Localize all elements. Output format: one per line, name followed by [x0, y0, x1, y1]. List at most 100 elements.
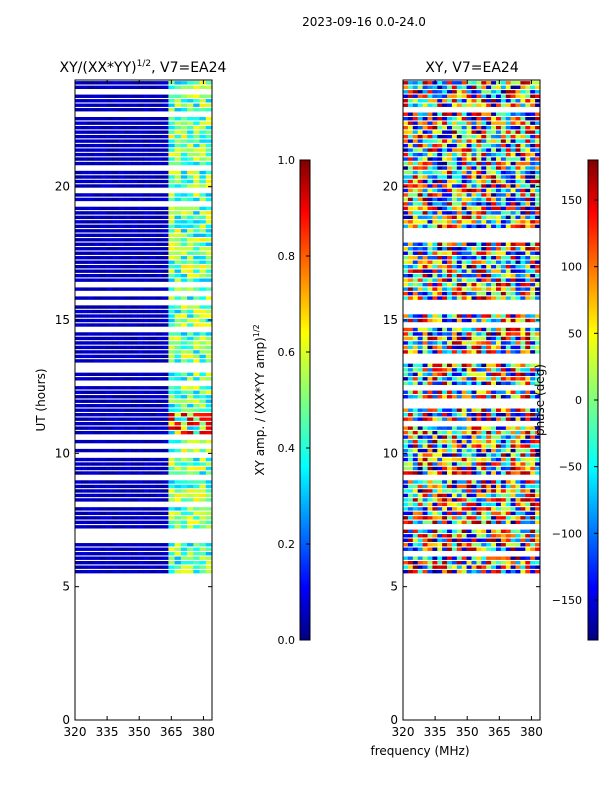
- heatmap-cell: [486, 287, 492, 291]
- heatmap-cell: [106, 170, 113, 175]
- heatmap-cell: [149, 233, 157, 238]
- heatmap-cell: [162, 516, 169, 520]
- heatmap-cell: [124, 448, 132, 453]
- heatmap-cell: [93, 399, 101, 403]
- heatmap-cell: [530, 247, 536, 251]
- heatmap-cell: [525, 435, 531, 439]
- heatmap-cell: [422, 152, 428, 157]
- heatmap-cell: [437, 457, 443, 462]
- heatmap-cell: [520, 534, 526, 538]
- heatmap-cell: [131, 565, 138, 569]
- heatmap-cell: [456, 260, 462, 264]
- heatmap-cell: [447, 125, 453, 130]
- heatmap-cell: [106, 404, 113, 408]
- heatmap-cell: [476, 265, 482, 269]
- heatmap-cell: [93, 278, 101, 282]
- heatmap-cell: [447, 166, 453, 170]
- heatmap-cell: [403, 103, 409, 107]
- heatmap-cell: [118, 457, 126, 462]
- heatmap-cell: [143, 161, 150, 166]
- heatmap-cell: [500, 547, 507, 551]
- amplitude-plot-frame: [74, 79, 213, 721]
- heatmap-cell: [180, 372, 188, 377]
- heatmap-cell: [442, 220, 448, 224]
- heatmap-cell: [407, 170, 414, 175]
- heatmap-cell: [451, 112, 458, 116]
- heatmap-cell: [471, 430, 477, 435]
- heatmap-cell: [193, 408, 200, 412]
- heatmap-cell: [407, 215, 414, 220]
- heatmap-cell: [118, 215, 126, 220]
- heatmap-cell: [149, 386, 157, 390]
- heatmap-cell: [149, 520, 157, 525]
- heatmap-cell: [471, 161, 477, 166]
- heatmap-cell: [505, 516, 511, 520]
- heatmap-cell: [75, 565, 82, 569]
- heatmap-cell: [427, 345, 433, 350]
- heatmap-cell: [510, 161, 516, 166]
- heatmap-cell: [137, 489, 144, 493]
- heatmap-cell: [500, 161, 507, 166]
- heatmap-cell: [87, 108, 94, 112]
- heatmap-cell: [486, 125, 492, 130]
- heatmap-cell: [530, 287, 536, 291]
- heatmap-cell: [99, 525, 107, 529]
- heatmap-cell: [99, 372, 107, 377]
- heatmap-cell: [466, 444, 472, 448]
- heatmap-cell: [471, 314, 477, 318]
- heatmap-cell: [106, 278, 113, 282]
- heatmap-cell: [180, 184, 188, 188]
- heatmap-cell: [525, 314, 531, 318]
- heatmap-cell: [447, 318, 453, 323]
- heatmap-cell: [412, 139, 418, 143]
- heatmap-cell: [131, 341, 138, 345]
- heatmap-cell: [486, 81, 492, 85]
- heatmap-cell: [87, 561, 94, 565]
- heatmap-cell: [168, 152, 175, 157]
- heatmap-cell: [112, 552, 119, 556]
- heatmap-cell: [466, 417, 472, 421]
- heatmap-cell: [199, 220, 206, 224]
- heatmap-cell: [99, 238, 107, 242]
- heatmap-cell: [193, 386, 200, 390]
- heatmap-cell: [124, 233, 132, 238]
- heatmap-cell: [199, 184, 206, 188]
- heatmap-cell: [118, 345, 126, 350]
- heatmap-cell: [491, 489, 497, 493]
- heatmap-cell: [525, 363, 531, 368]
- heatmap-cell: [432, 157, 438, 161]
- heatmap-cell: [427, 103, 433, 107]
- heatmap-cell: [525, 520, 531, 525]
- heatmap-cell: [205, 462, 213, 466]
- heatmap-cell: [461, 350, 467, 354]
- heatmap-cell: [491, 256, 497, 260]
- heatmap-cell: [437, 502, 443, 507]
- heatmap-cell: [466, 175, 472, 179]
- heatmap-cell: [407, 242, 414, 246]
- heatmap-cell: [535, 211, 541, 215]
- heatmap-cell: [451, 502, 458, 507]
- heatmap-cell: [530, 139, 536, 143]
- heatmap-cell: [180, 314, 188, 318]
- heatmap-cell: [124, 238, 132, 242]
- heatmap-cell: [81, 565, 88, 569]
- heatmap-cell: [412, 507, 418, 511]
- heatmap-cell: [87, 314, 94, 318]
- heatmap-cell: [199, 457, 206, 462]
- heatmap-cell: [442, 130, 448, 134]
- heatmap-cell: [505, 439, 511, 444]
- heatmap-cell: [481, 457, 487, 462]
- heatmap-cell: [535, 327, 541, 332]
- heatmap-cell: [75, 197, 82, 202]
- heatmap-cell: [149, 336, 157, 341]
- heatmap-cell: [422, 134, 428, 139]
- heatmap-cell: [106, 229, 113, 233]
- heatmap-cell: [407, 152, 414, 157]
- heatmap-cell: [505, 117, 511, 121]
- heatmap-cell: [496, 148, 502, 152]
- heatmap-cell: [162, 143, 169, 148]
- heatmap-cell: [162, 125, 169, 130]
- heatmap-cell: [432, 273, 438, 278]
- heatmap-cell: [437, 94, 443, 98]
- heatmap-cell: [131, 439, 138, 444]
